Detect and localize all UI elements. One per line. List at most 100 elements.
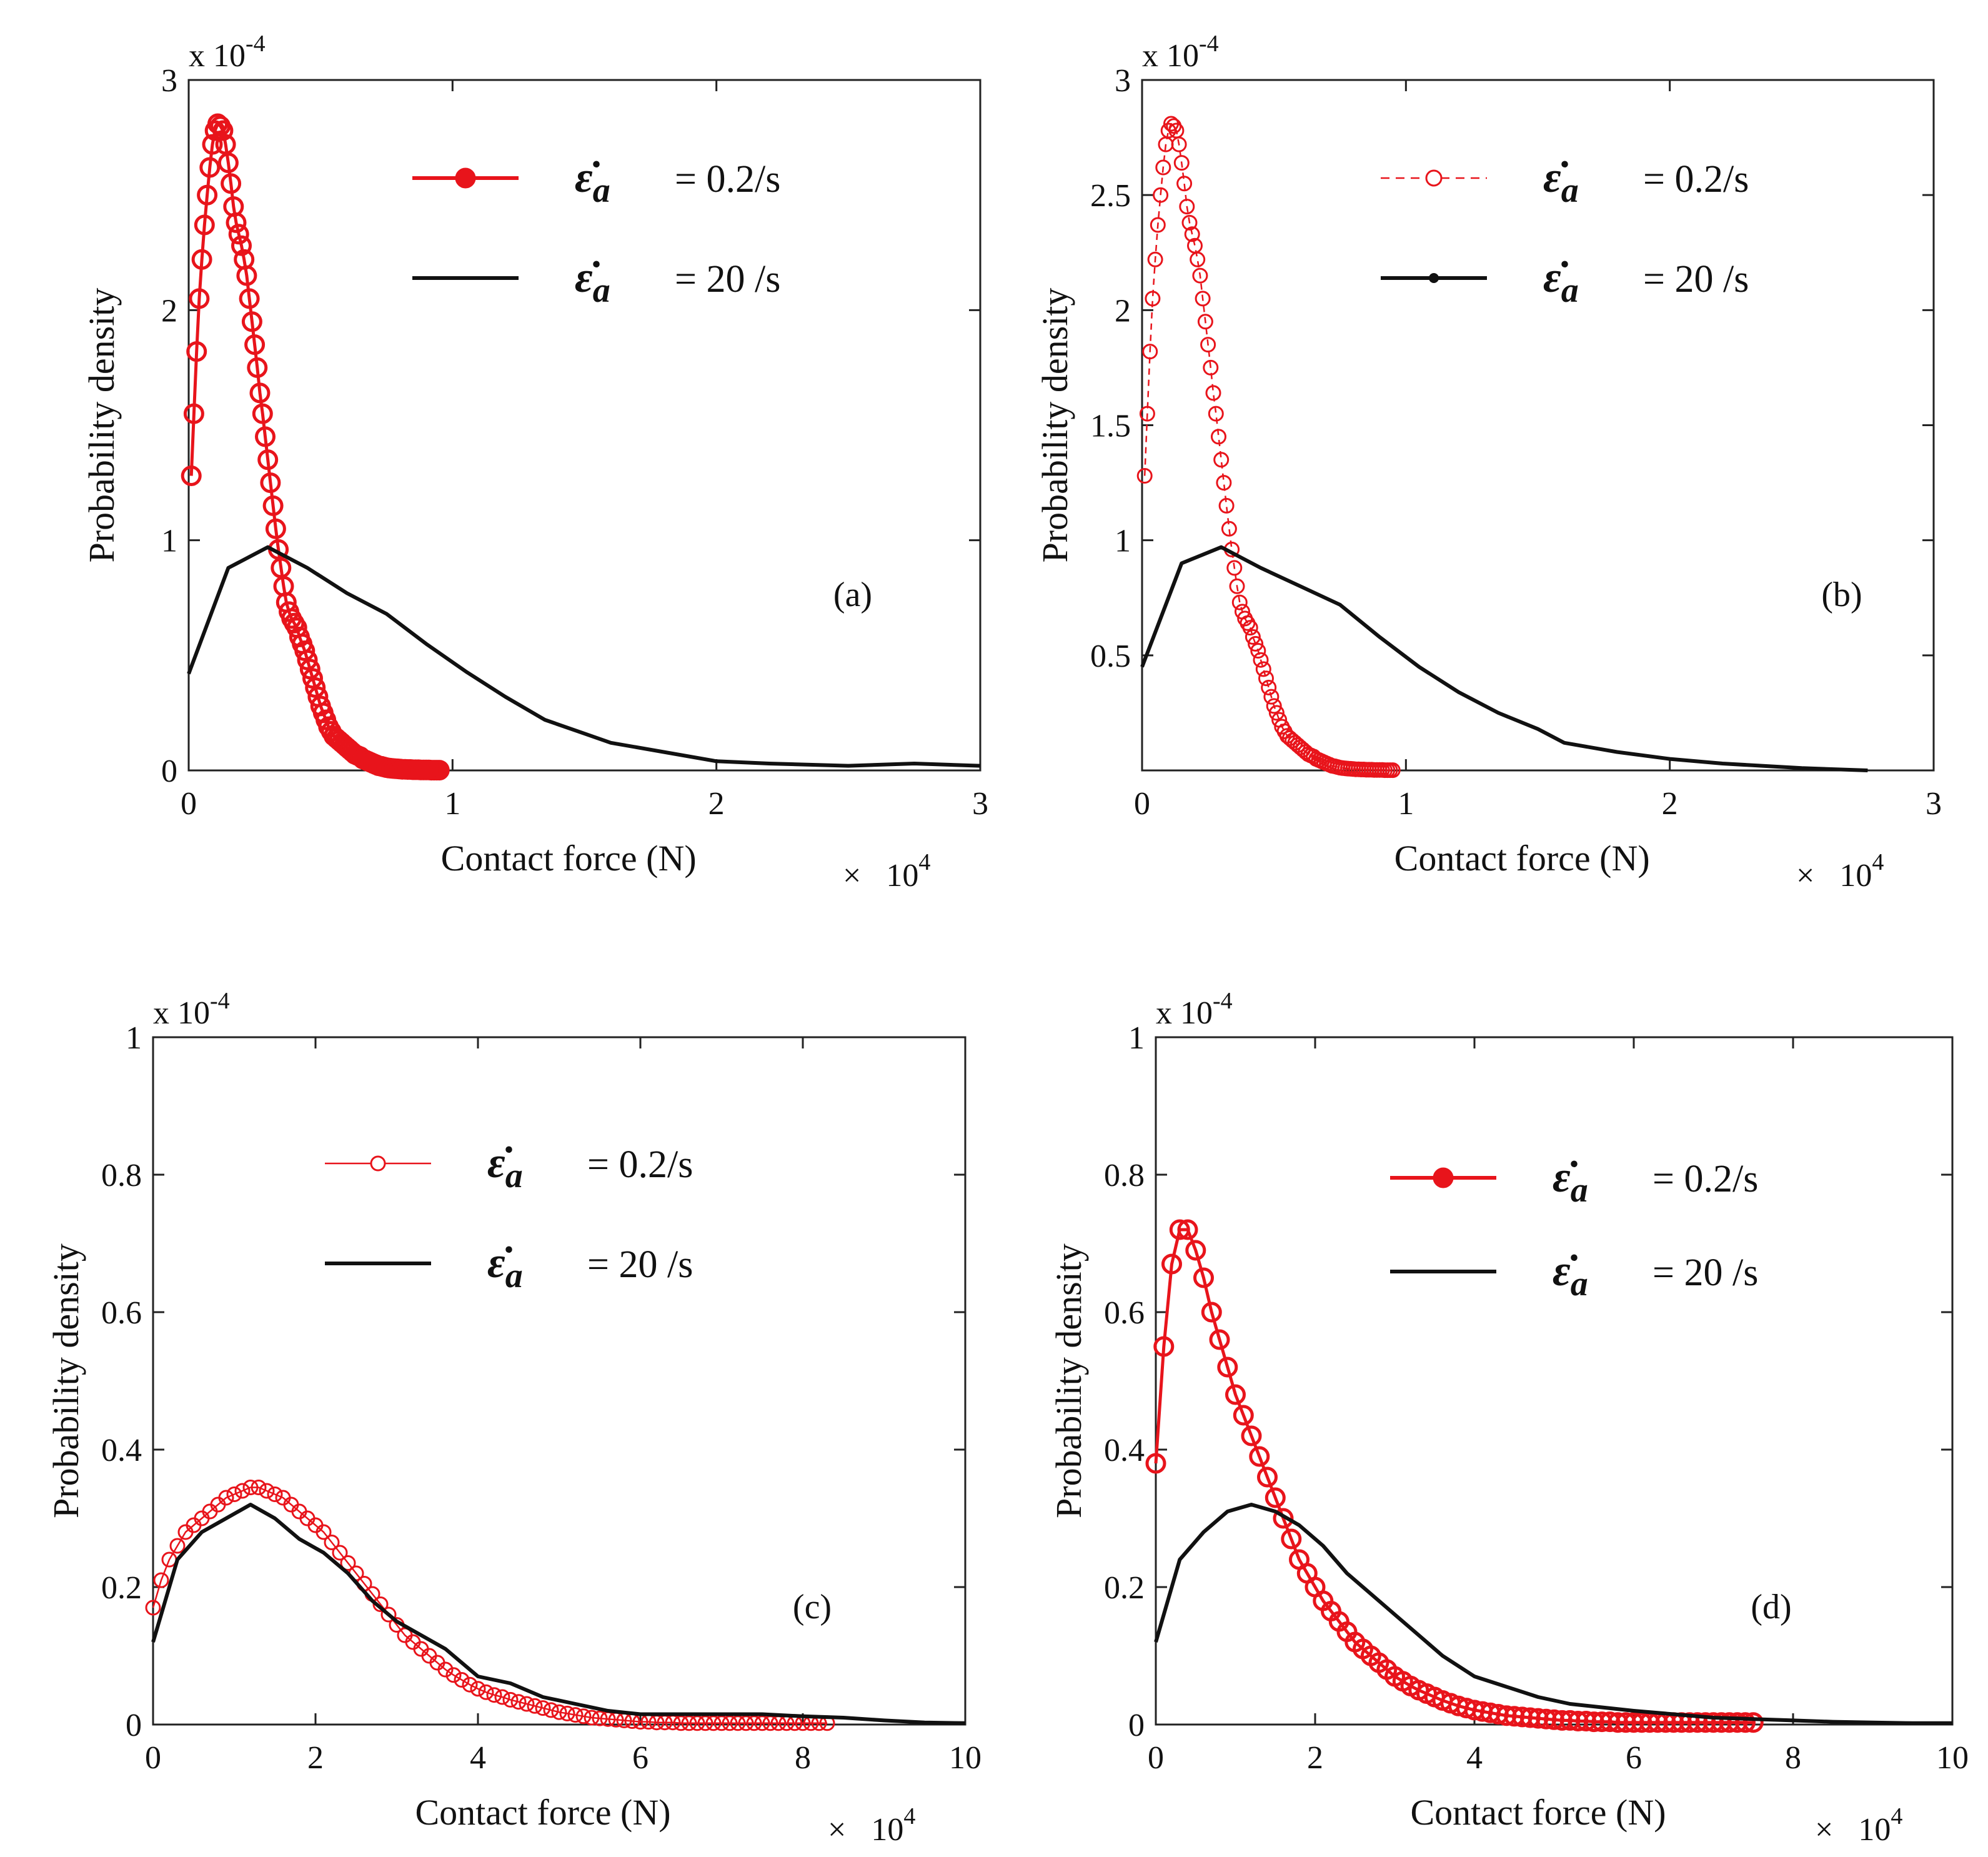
- legend-symbol-sub: a: [593, 171, 610, 210]
- data-point: [454, 1672, 470, 1688]
- x-tick-label: 10: [1936, 1740, 1969, 1776]
- x-multiplier-prefix: ×: [1796, 858, 1814, 894]
- x-tick-label: 1: [444, 786, 460, 822]
- data-point: [1231, 594, 1248, 610]
- data-point: [1213, 452, 1230, 468]
- legend-entry: ε̇a = 0.2/s: [412, 154, 780, 210]
- x-tick-label: 2: [307, 1740, 324, 1776]
- data-point: [1179, 199, 1195, 215]
- data-point: [1147, 251, 1163, 267]
- data-point: [231, 235, 252, 256]
- plot-frame: [1155, 1036, 1954, 1726]
- data-point: [746, 1715, 762, 1731]
- y-axis-label: Probability density: [1048, 1243, 1089, 1518]
- data-point: [305, 677, 326, 698]
- data-point: [689, 1715, 705, 1731]
- x-multiplier-base: 10: [886, 858, 918, 894]
- data-point: [1241, 1425, 1262, 1446]
- series-rate-20: [1154, 1503, 1952, 1725]
- y-multiplier-exponent: -4: [1199, 31, 1219, 57]
- y-tick-label: 0: [161, 754, 177, 789]
- data-point: [1211, 429, 1226, 445]
- data-point: [1208, 406, 1224, 422]
- x-tick-label: 4: [1466, 1740, 1483, 1776]
- data-point: [251, 1480, 267, 1495]
- x-tick-label: 4: [470, 1740, 486, 1776]
- y-multiplier-prefix: x 10: [189, 38, 246, 74]
- legend-entry: ε̇a = 0.2/s: [1381, 154, 1749, 210]
- data-point: [1145, 291, 1161, 307]
- data-point: [470, 1681, 486, 1697]
- x-tick-label: 6: [1626, 1740, 1642, 1776]
- y-multiplier: x 10-4: [189, 31, 266, 74]
- data-point: [1190, 251, 1206, 267]
- legend-label: = 20 /s: [1653, 1252, 1758, 1294]
- x-axis-label: Contact force (N): [441, 838, 697, 879]
- data-point: [1268, 705, 1285, 721]
- data-point: [478, 1684, 494, 1700]
- legend-symbol: ε̇a: [1543, 254, 1579, 310]
- data-point: [218, 1490, 234, 1506]
- data-point: [584, 1710, 600, 1726]
- data-point: [705, 1715, 722, 1731]
- data-point: [265, 518, 286, 539]
- data-point: [1281, 1528, 1302, 1550]
- data-point: [181, 465, 202, 486]
- legend-entry: ε̇a = 20 /s: [1381, 254, 1749, 310]
- data-point: [1273, 1508, 1294, 1529]
- data-point: [234, 1483, 251, 1499]
- data-point: [1742, 1712, 1764, 1733]
- data-point: [1171, 136, 1187, 152]
- plot-frame: [152, 1036, 967, 1726]
- data-point: [1160, 122, 1176, 139]
- y-axis-label: Probability density: [81, 288, 122, 563]
- data-point: [380, 1606, 397, 1623]
- data-point: [1216, 475, 1232, 491]
- data-point: [145, 1600, 161, 1616]
- x-multiplier-base: 10: [1858, 1812, 1891, 1848]
- data-point: [267, 1486, 283, 1502]
- data-point: [486, 1687, 502, 1703]
- data-point: [1253, 652, 1269, 668]
- x-multiplier-base: 10: [871, 1812, 903, 1848]
- data-point: [722, 1715, 738, 1731]
- x-axis-label: Contact force (N): [415, 1792, 670, 1833]
- data-point: [462, 1676, 478, 1693]
- data-point: [1203, 359, 1219, 376]
- plot-frame: [187, 79, 982, 772]
- data-point: [681, 1715, 697, 1731]
- data-point: [191, 249, 212, 270]
- data-point: [445, 1667, 462, 1683]
- y-tick-label: 0.6: [1104, 1295, 1145, 1331]
- legend-symbol-sub: a: [1561, 171, 1579, 210]
- x-multiplier-exponent: 4: [903, 1803, 915, 1830]
- data-point: [244, 334, 266, 356]
- series-rate-0-2: [145, 1480, 835, 1731]
- y-tick-label: 0.4: [1104, 1433, 1145, 1468]
- data-point: [236, 265, 257, 286]
- series-line: [1140, 545, 1868, 772]
- data-point: [1136, 468, 1153, 484]
- data-point: [221, 173, 242, 194]
- data-point: [575, 1708, 592, 1725]
- data-point: [1201, 1302, 1222, 1323]
- legend-entry: ε̇a = 20 /s: [412, 254, 780, 310]
- y-tick-label: 1.5: [1090, 409, 1131, 444]
- y-multiplier-exponent: -4: [210, 988, 230, 1014]
- y-tick-label: 2.5: [1090, 178, 1131, 214]
- y-tick-label: 2: [1115, 293, 1131, 329]
- x-tick-label: 2: [708, 786, 725, 822]
- data-point: [259, 1483, 275, 1499]
- data-point: [1176, 176, 1193, 192]
- chart-panel-a: 0 1 2 3 0 1 2 3 x 10-4 × 104 Contact force (N) Proba…: [81, 31, 988, 894]
- x-tick-label: 0: [1134, 786, 1150, 822]
- data-point: [730, 1715, 746, 1731]
- data-point: [249, 382, 271, 404]
- data-point: [519, 1696, 535, 1712]
- legend-symbol-sub: a: [505, 1257, 523, 1295]
- y-tick-label: 1: [1115, 524, 1131, 559]
- x-tick-label: 0: [1148, 1740, 1164, 1776]
- data-point: [1248, 635, 1264, 652]
- series-rate-0-2: [1136, 116, 1401, 779]
- data-point: [1258, 670, 1274, 687]
